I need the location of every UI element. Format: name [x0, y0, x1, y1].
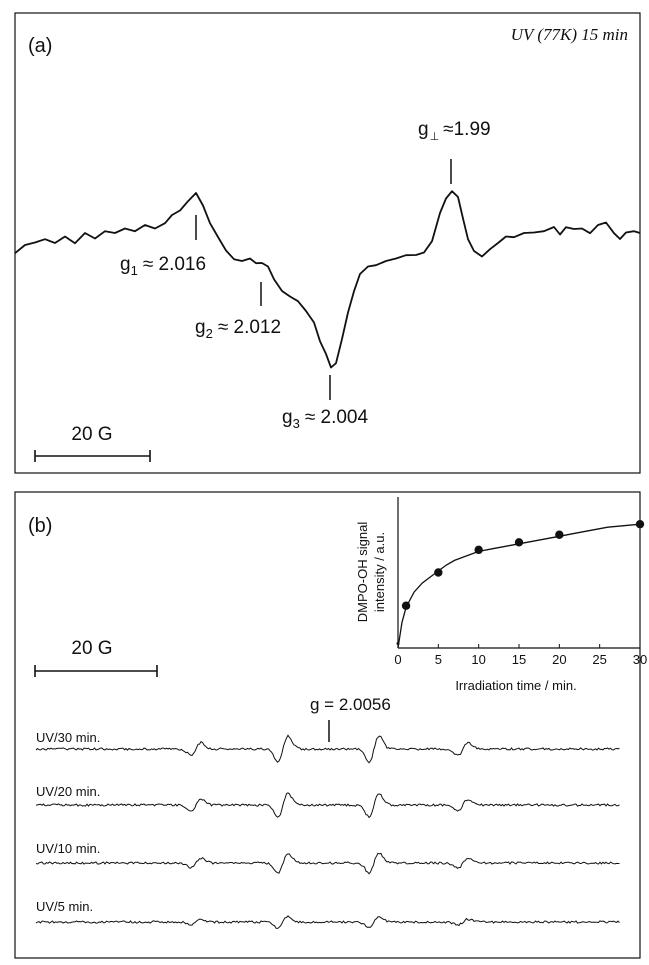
- spectrum-trace: [35, 792, 620, 819]
- panel-a-frame: [14, 12, 641, 474]
- gperp-value: ≈1.99: [443, 119, 490, 140]
- spectrum-trace: [35, 852, 620, 875]
- inset-plot: 0 5 10 15 20 25 30 Irradiation time / min. DMP…: [355, 497, 647, 693]
- panel-a-label: (a): [28, 35, 52, 57]
- scale-bar-a-label: 20 G: [71, 424, 112, 445]
- inset-fit-curve: [397, 523, 641, 649]
- epr-trace-77k: [14, 190, 641, 369]
- panel-b-frame: [14, 491, 641, 959]
- spectrum-trace: [35, 734, 620, 764]
- inset-data-point: [396, 641, 400, 645]
- inset-data-point: [401, 601, 411, 610]
- scale-bar-a: 20 G: [34, 424, 151, 462]
- g2-symbol: g: [195, 317, 206, 338]
- g-value-label: g = 2.0056: [310, 695, 391, 714]
- inset-x-tick-label: 10: [471, 652, 485, 667]
- panel-b-label: (b): [28, 515, 52, 537]
- panel-a: (a) UV (77K) 15 min g1 ≈ 2.016 g2 ≈ 2.012 …: [14, 12, 641, 474]
- g3-label: g3 ≈ 2.004: [282, 407, 368, 431]
- inset-x-tick-label: 25: [592, 652, 606, 667]
- inset-x-ticks: 0 5 10 15 20 25 30: [394, 644, 647, 667]
- inset-data-point: [555, 530, 564, 539]
- gperp-label: g⊥ ≈1.99: [418, 119, 491, 143]
- panel-a-condition: UV (77K) 15 min: [511, 25, 628, 44]
- g2-value: ≈ 2.012: [218, 317, 281, 338]
- scale-bar-b: 20 G: [34, 638, 158, 677]
- g1-subscript: 1: [131, 263, 138, 278]
- spectrum-label-5: UV/5 min.: [36, 899, 93, 914]
- inset-x-tick-label: 5: [435, 652, 442, 667]
- gperp-subscript: ⊥: [430, 131, 440, 143]
- inset-x-tick-label: 15: [512, 652, 526, 667]
- g3-symbol: g: [282, 407, 293, 428]
- g2-subscript: 2: [206, 326, 213, 341]
- panel-b: (b) 20 G g = 2.0056 UV/30 min. UV/20 min…: [14, 491, 647, 959]
- inset-xlabel: Irradiation time / min.: [455, 678, 576, 693]
- g1-symbol: g: [120, 254, 131, 275]
- dmpo-oh-spectra: [35, 734, 620, 930]
- inset-x-tick-label: 0: [394, 652, 401, 667]
- inset-x-tick-label: 20: [552, 652, 566, 667]
- g2-label: g2 ≈ 2.012: [195, 317, 281, 341]
- spectrum-label-20: UV/20 min.: [36, 784, 100, 799]
- g1-value: ≈ 2.016: [143, 254, 206, 275]
- inset-data-point: [434, 568, 443, 577]
- g3-value: ≈ 2.004: [305, 407, 369, 428]
- inset-x-tick-label: 30: [633, 652, 647, 667]
- inset-data-point: [474, 545, 483, 555]
- inset-data-points: [396, 519, 645, 645]
- spectrum-label-10: UV/10 min.: [36, 841, 100, 856]
- gperp-symbol: g: [418, 119, 429, 140]
- inset-data-point: [514, 538, 524, 547]
- inset-ylabel-line2: intensity / a.u.: [372, 532, 387, 612]
- g3-subscript: 3: [293, 416, 300, 431]
- inset-data-point: [635, 519, 645, 529]
- scale-bar-b-label: 20 G: [71, 638, 112, 659]
- inset-background: [398, 497, 636, 647]
- inset-ylabel-line1: DMPO-OH signal: [355, 522, 370, 623]
- g1-label: g1 ≈ 2.016: [120, 254, 206, 278]
- spectrum-label-30: UV/30 min.: [36, 730, 100, 745]
- spectrum-trace: [35, 915, 620, 930]
